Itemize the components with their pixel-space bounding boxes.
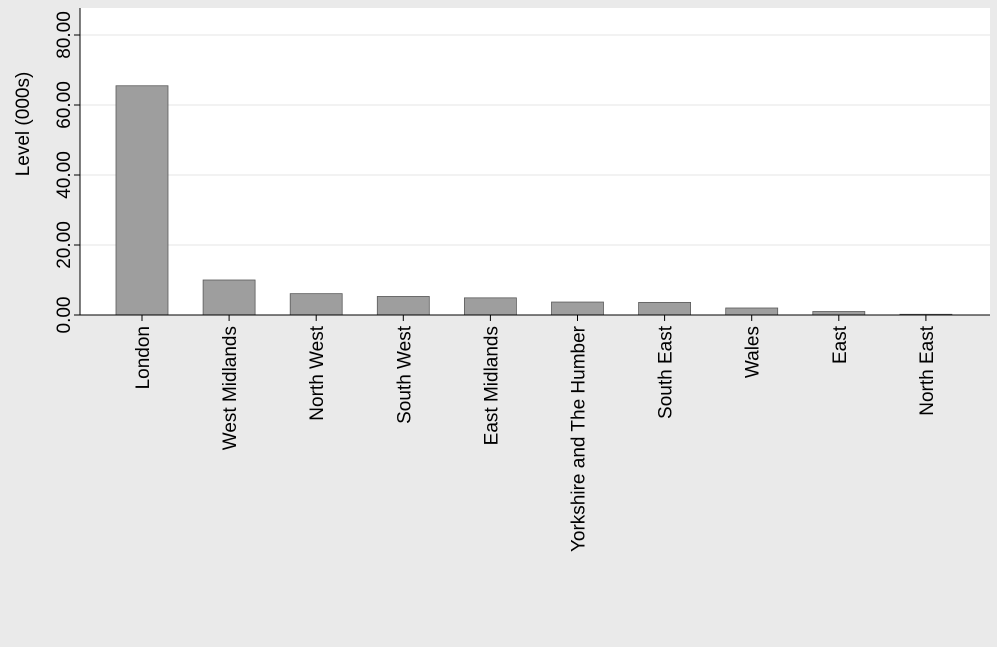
gridlines <box>80 34 990 246</box>
bar <box>463 297 517 316</box>
y-tick-label: 20.00 <box>54 221 75 269</box>
x-tick-label: North East <box>917 325 938 415</box>
bar <box>202 279 256 316</box>
x-tick-label: London <box>133 326 154 389</box>
bar <box>289 293 343 316</box>
bar <box>812 311 866 316</box>
x-tick-label: East <box>830 325 851 364</box>
plot-area <box>80 8 990 315</box>
x-tick-label: Yorkshire and The Humber <box>569 325 590 552</box>
bar <box>376 296 430 316</box>
bar <box>115 85 169 316</box>
x-tick-label: East Midlands <box>481 326 502 445</box>
y-tick-label: 0.00 <box>54 297 75 334</box>
x-axis-ticks: London West Midlands North West South West E… <box>133 315 938 552</box>
x-tick-label: North West <box>307 325 328 420</box>
bar <box>638 301 691 316</box>
y-tick-label: 80.00 <box>54 11 75 59</box>
x-tick-label: South East <box>656 325 677 419</box>
bar <box>725 307 779 316</box>
y-tick-label: 60.00 <box>54 81 75 129</box>
x-tick-label: South West <box>394 325 415 424</box>
y-axis-title: Level (000s) <box>13 72 34 177</box>
bar <box>551 301 604 316</box>
x-tick-label: Wales <box>743 326 764 378</box>
y-axis-ticks: 0.00 20.00 40.00 60.00 80.00 <box>54 11 80 333</box>
y-tick-label: 40.00 <box>54 151 75 199</box>
x-tick-label: West Midlands <box>220 326 241 450</box>
